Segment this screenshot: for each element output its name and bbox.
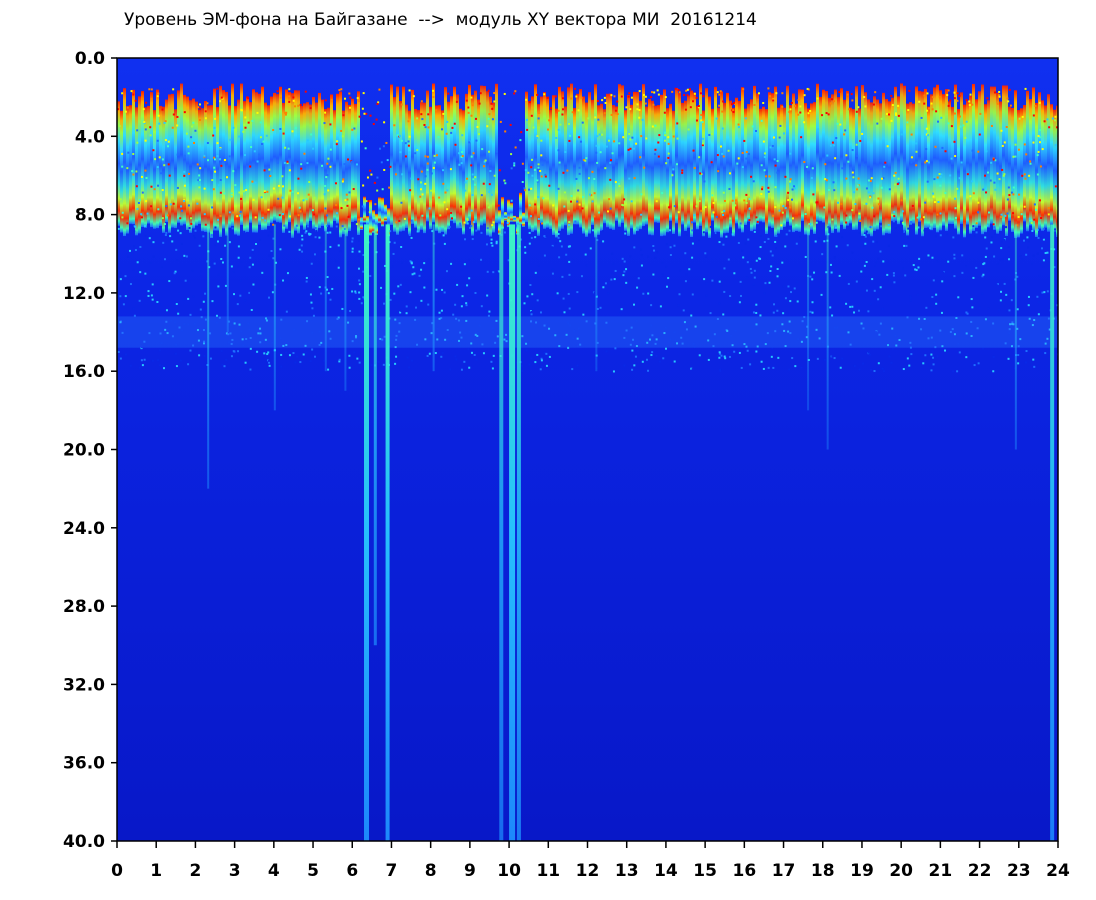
x-tick-label: 24	[1046, 861, 1070, 881]
vertical-streak	[1014, 224, 1017, 450]
x-tick-label: 5	[307, 861, 319, 881]
y-tick-label: 20.0	[63, 441, 105, 461]
vertical-streak	[226, 224, 229, 333]
x-tick-label: 20	[889, 861, 913, 881]
vertical-streak	[273, 224, 276, 411]
y-tick-label: 16.0	[63, 362, 105, 382]
chart-title: Уровень ЭМ-фона на Байгазане --> модуль …	[124, 10, 757, 30]
vertical-streak	[364, 224, 370, 841]
faint-band	[117, 316, 1058, 348]
x-axis: 0 1 2 3 4 5 6 7 8 9 10 11 12 13 14 15 16 17 18 19 20 21 22 23 24	[111, 841, 1070, 881]
y-tick-label: 32.0	[63, 675, 105, 695]
y-tick-label: 8.0	[75, 206, 105, 226]
vertical-streak	[324, 224, 327, 372]
x-tick-label: 19	[850, 861, 874, 881]
x-tick-label: 1	[150, 861, 162, 881]
vertical-streak	[807, 224, 810, 411]
x-tick-label: 17	[772, 861, 796, 881]
x-tick-label: 6	[346, 861, 358, 881]
y-axis: 0.0 4.0 8.0 12.0 16.0 20.0 24.0 28.0 32.0 36.0 40.…	[63, 49, 117, 852]
vertical-streak	[344, 224, 347, 391]
heatmap-cells	[117, 58, 1058, 841]
x-tick-label: 12	[576, 861, 600, 881]
x-tick-label: 4	[268, 861, 280, 881]
vertical-streak	[207, 224, 210, 489]
x-tick-label: 0	[111, 861, 123, 881]
x-tick-label: 9	[464, 861, 476, 881]
x-tick-label: 3	[229, 861, 241, 881]
y-tick-label: 28.0	[63, 597, 105, 617]
y-tick-label: 24.0	[63, 519, 105, 539]
y-tick-label: 40.0	[63, 832, 105, 852]
vertical-streak	[385, 224, 390, 841]
x-tick-label: 15	[693, 861, 717, 881]
plot-area	[117, 58, 1058, 841]
x-tick-label: 13	[615, 861, 639, 881]
x-tick-label: 11	[536, 861, 560, 881]
x-tick-label: 18	[811, 861, 835, 881]
vertical-streak	[373, 224, 377, 646]
y-tick-label: 12.0	[63, 284, 105, 304]
y-tick-label: 36.0	[63, 754, 105, 774]
vertical-streak	[1050, 224, 1055, 841]
x-tick-label: 10	[497, 861, 521, 881]
x-tick-label: 7	[386, 861, 398, 881]
vertical-streak	[826, 224, 829, 450]
x-tick-label: 16	[732, 861, 756, 881]
vertical-streak	[516, 224, 521, 841]
x-tick-label: 8	[425, 861, 437, 881]
x-tick-label: 23	[1007, 861, 1031, 881]
vertical-streak	[509, 224, 516, 841]
vertical-streak	[499, 224, 504, 841]
y-tick-label: 0.0	[75, 49, 105, 69]
x-tick-label: 14	[654, 861, 678, 881]
x-tick-label: 2	[189, 861, 201, 881]
y-tick-label: 4.0	[75, 127, 105, 147]
vertical-streak	[595, 224, 598, 372]
x-tick-label: 21	[929, 861, 953, 881]
vertical-streak	[432, 224, 435, 372]
x-tick-label: 22	[968, 861, 992, 881]
